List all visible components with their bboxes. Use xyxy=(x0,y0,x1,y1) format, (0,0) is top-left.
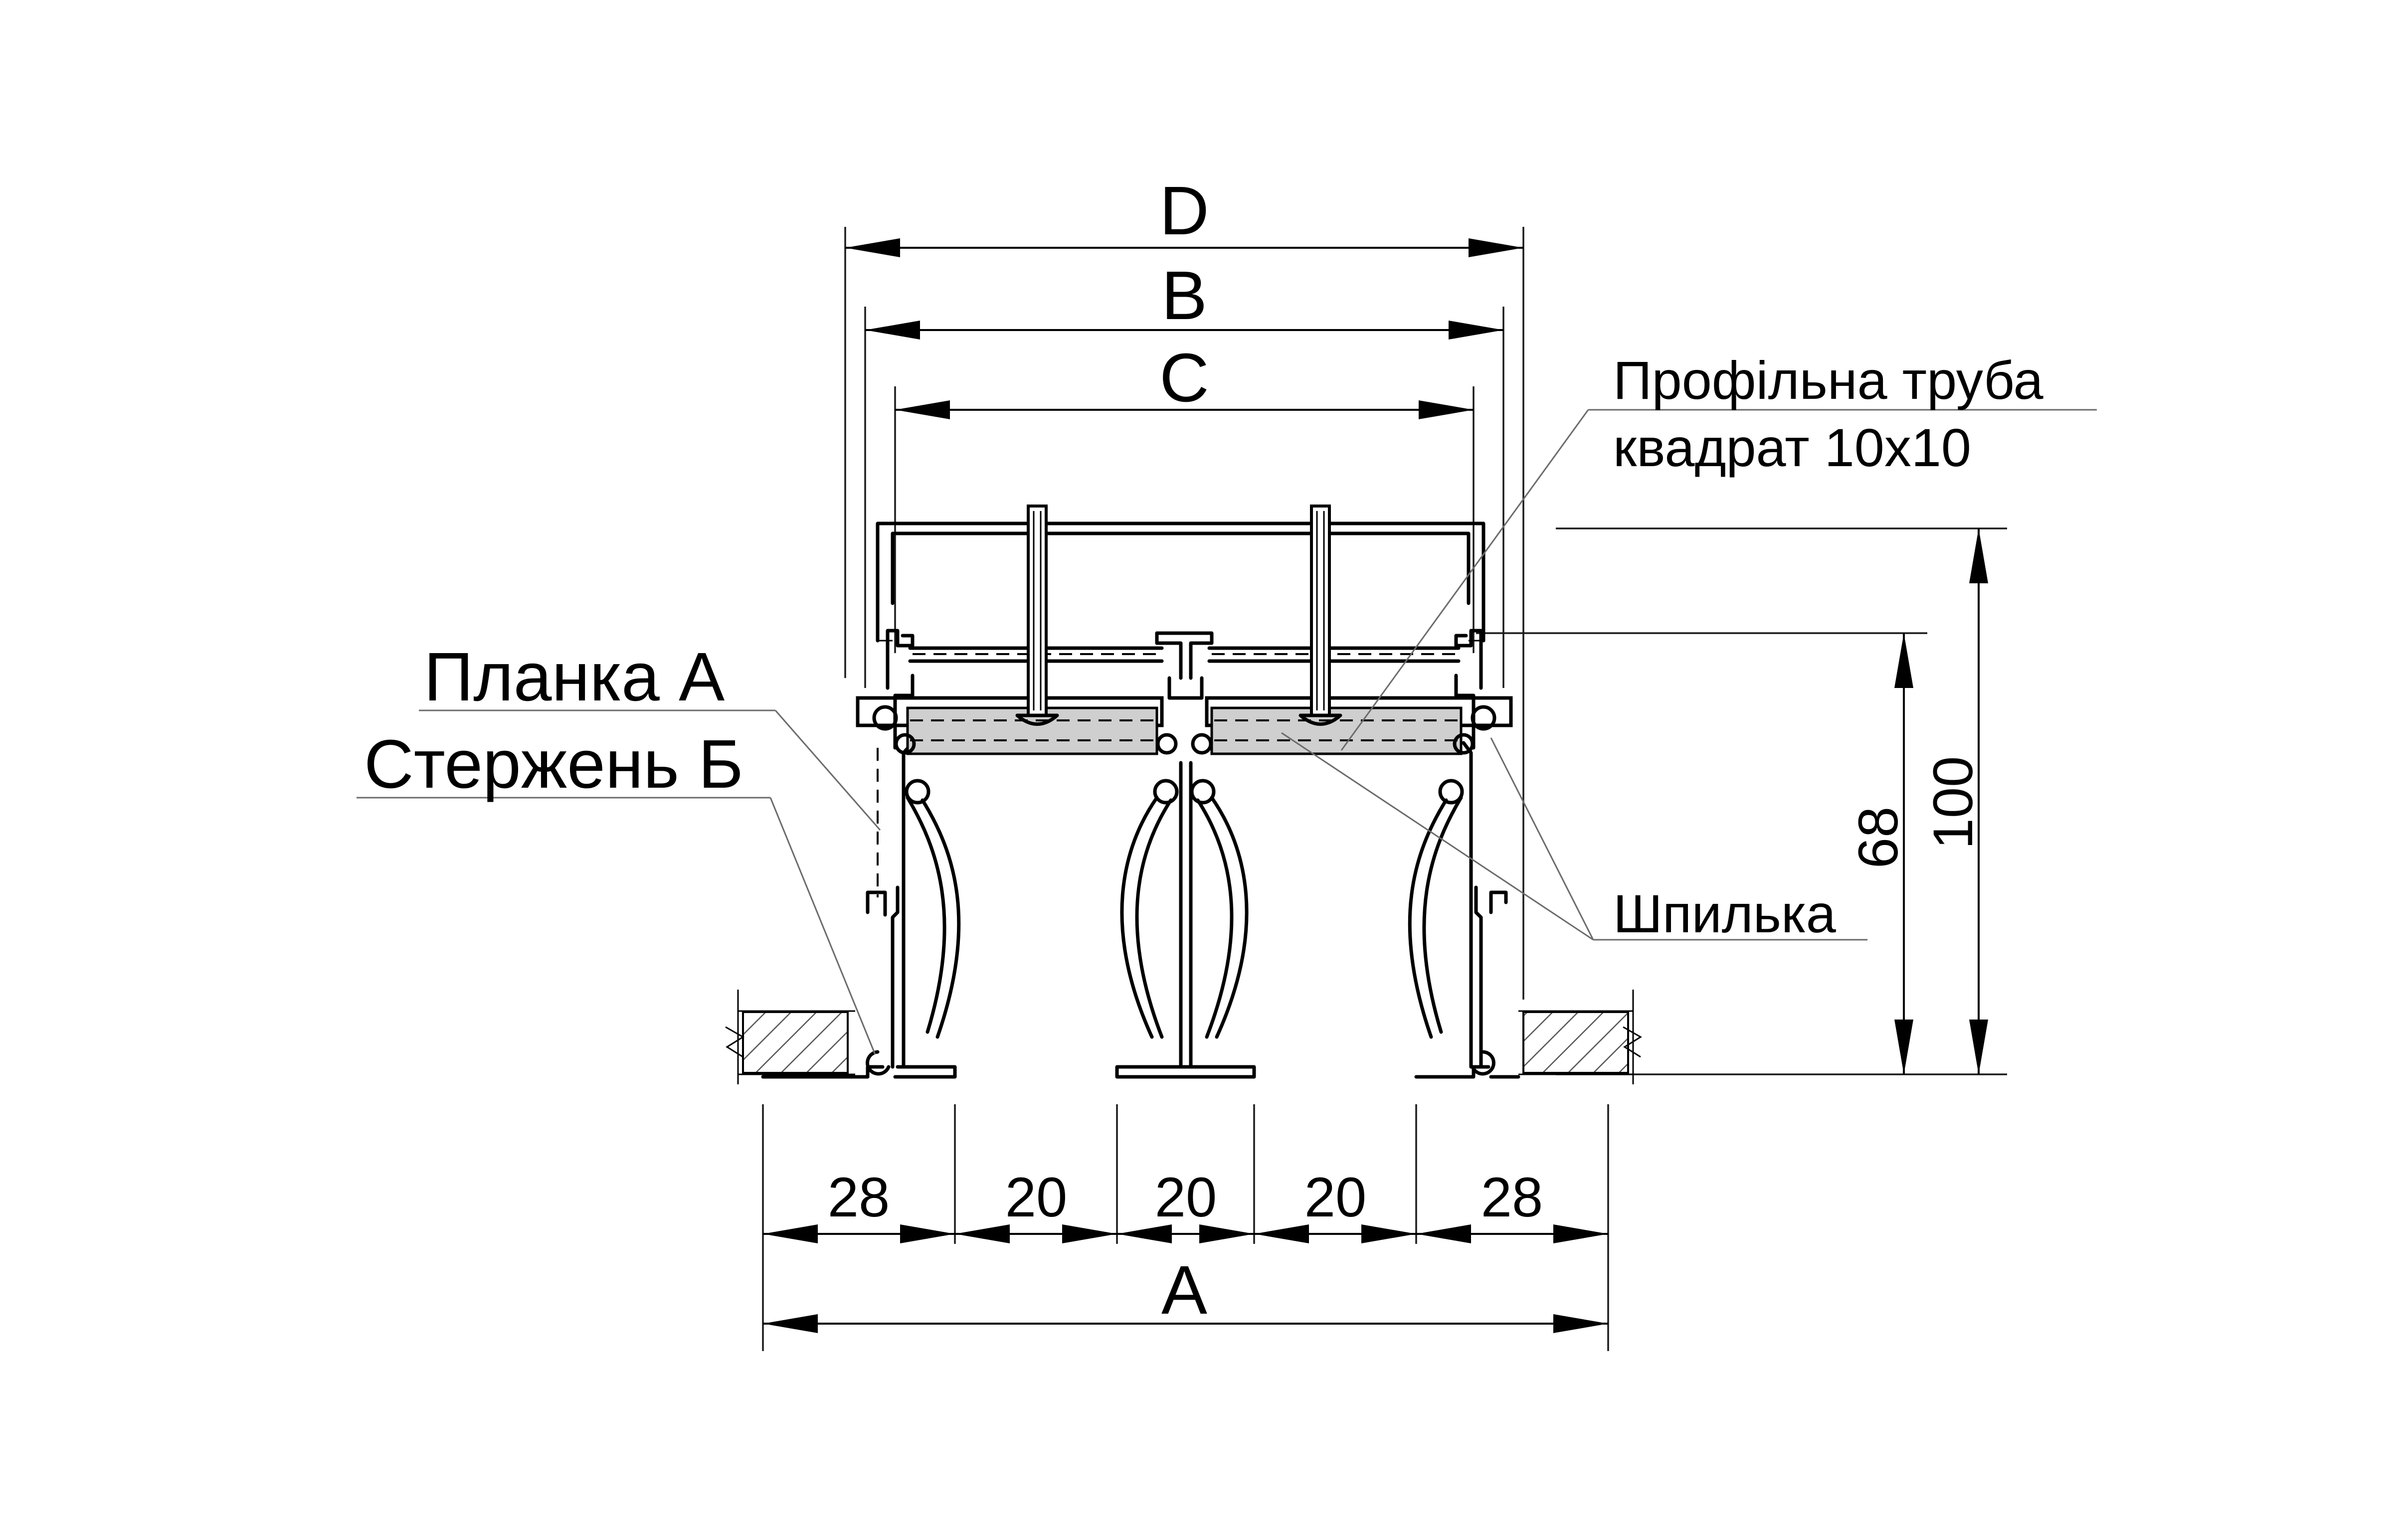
profile-tube xyxy=(906,706,1463,755)
stud-bolt-left xyxy=(1015,505,1059,726)
spring-clip-left xyxy=(905,779,961,1039)
dimension-a-label: A xyxy=(1161,1252,1207,1329)
grating-bars xyxy=(908,646,1461,663)
callout-stud: Шпилька xyxy=(1281,732,1867,944)
callout-profile-tube: Профільна труба квадрат 10х10 xyxy=(1340,350,2097,751)
dimension-height-inner-label: 68 xyxy=(1847,807,1909,869)
segment-label: 28 xyxy=(828,1166,890,1228)
callout-stud-label: Шпилька xyxy=(1613,883,1837,944)
callout-plank-a: Планка А xyxy=(419,639,881,831)
dimension-d: D xyxy=(844,172,1524,1000)
spring-clip-right xyxy=(1408,779,1464,1039)
dimension-height-total: 100 xyxy=(1556,527,2007,1075)
segment-label: 20 xyxy=(1005,1166,1068,1228)
dimension-height-inner: 68 xyxy=(1476,632,1927,1074)
callout-plank-a-label: Планка А xyxy=(424,639,725,715)
dimension-segments: 28 20 20 20 28 xyxy=(762,1104,1609,1351)
segment-label: 28 xyxy=(1481,1166,1543,1228)
stud-bolt-right xyxy=(1298,505,1342,726)
dimension-b: B xyxy=(864,257,1504,688)
rail-end-caps xyxy=(872,705,1496,755)
floor-slab-right xyxy=(1518,990,1642,1084)
dimension-a: A xyxy=(763,1252,1608,1333)
segment-label: 20 xyxy=(1155,1166,1217,1228)
t-profile-center xyxy=(1155,631,1214,700)
base-profile-right xyxy=(1414,741,1520,1079)
dimension-b-label: B xyxy=(1161,257,1207,334)
cover-frame xyxy=(876,521,1485,643)
segment-label: 20 xyxy=(1304,1166,1367,1228)
dimension-height-total-label: 100 xyxy=(1922,756,1984,850)
floor-slab-left xyxy=(725,990,855,1084)
spring-clip-center-right xyxy=(1190,779,1249,1039)
dimension-d-label: D xyxy=(1159,172,1209,249)
dimension-c-label: C xyxy=(1159,340,1209,416)
callout-rod-b: Стержень Б xyxy=(357,726,876,1055)
base-profile-center xyxy=(1115,761,1256,1079)
callout-profile-tube-line1: Профільна труба xyxy=(1613,350,2044,410)
callout-rod-b-label: Стержень Б xyxy=(364,726,743,803)
dimension-c: C xyxy=(894,340,1475,653)
spring-clip-center-left xyxy=(1120,779,1179,1039)
callout-profile-tube-line2: квадрат 10х10 xyxy=(1613,417,1971,478)
